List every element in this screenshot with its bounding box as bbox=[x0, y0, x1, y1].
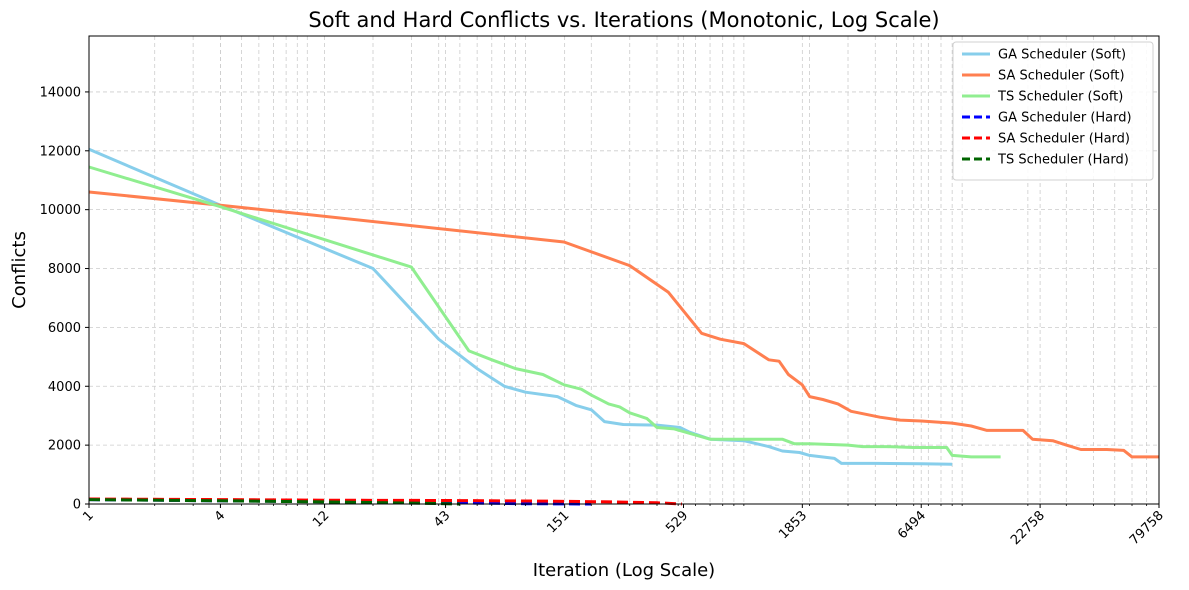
legend-label: GA Scheduler (Hard) bbox=[998, 111, 1132, 126]
legend-box bbox=[952, 41, 1154, 181]
legend: GA Scheduler (Soft) SA Scheduler (Soft) TS… bbox=[952, 41, 1154, 181]
y-tick-label: 14000 bbox=[40, 85, 81, 100]
y-tick-label: 10000 bbox=[40, 203, 81, 218]
x-tick-label: 79758 bbox=[1127, 508, 1167, 548]
x-tick-label: 6494 bbox=[895, 508, 929, 542]
x-tick-label: 529 bbox=[663, 508, 691, 536]
series-line-ts-scheduler-hard bbox=[88, 498, 460, 506]
y-axis-label: Conflicts bbox=[9, 231, 30, 309]
series-line-ts-scheduler-soft bbox=[88, 165, 1001, 459]
series-lines bbox=[88, 147, 1159, 506]
y-tick-label: 0 bbox=[73, 498, 81, 513]
legend-label: GA Scheduler (Soft) bbox=[998, 48, 1126, 63]
y-tick-label: 12000 bbox=[40, 144, 81, 159]
legend-label: SA Scheduler (Soft) bbox=[998, 69, 1125, 84]
x-axis-label: Iteration (Log Scale) bbox=[533, 560, 715, 581]
legend-label: TS Scheduler (Soft) bbox=[997, 90, 1123, 105]
legend-label: TS Scheduler (Hard) bbox=[997, 153, 1129, 168]
series-line-ga-scheduler-soft bbox=[88, 147, 953, 466]
x-tick-label: 12 bbox=[310, 508, 332, 530]
x-tick-label: 1 bbox=[80, 508, 96, 524]
x-tick-label: 151 bbox=[544, 508, 572, 536]
plot-frame bbox=[88, 35, 1160, 505]
grid bbox=[88, 36, 1160, 505]
x-tick-label: 22758 bbox=[1008, 508, 1048, 548]
y-tick-label: 4000 bbox=[48, 380, 81, 395]
legend-label: SA Scheduler (Hard) bbox=[998, 132, 1130, 147]
y-tick-label: 6000 bbox=[48, 321, 81, 336]
chart-title: Soft and Hard Conflicts vs. Iterations (… bbox=[308, 8, 939, 32]
x-tick-label: 43 bbox=[431, 508, 453, 530]
series-line-sa-scheduler-soft bbox=[88, 190, 1159, 459]
x-tick-label: 1853 bbox=[776, 508, 810, 542]
y-tick-label: 8000 bbox=[48, 262, 81, 277]
x-tick-label: 4 bbox=[212, 508, 228, 524]
y-tick-label: 2000 bbox=[48, 439, 81, 454]
